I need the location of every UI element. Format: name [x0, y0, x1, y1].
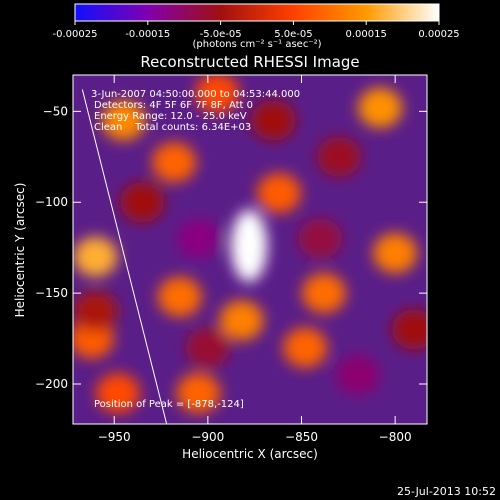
x-tick-label: −950: [98, 430, 131, 444]
colorbar-gradient: [74, 3, 440, 22]
chart-title: Reconstructed RHESSI Image: [140, 53, 359, 71]
colorbar-tick-label: 5.0e-05: [274, 29, 312, 40]
x-axis-ticks: −950 −900 −850 −800: [98, 75, 412, 444]
heatmap-blob: [283, 327, 328, 368]
heatmap-blob: [176, 373, 221, 414]
heatmap-blob: [316, 136, 361, 177]
y-tick-label: −200: [35, 377, 68, 391]
heatmap-blob: [219, 300, 264, 341]
colorbar-tick-label: -0.00025: [53, 29, 98, 40]
heatmap-blob: [101, 100, 146, 141]
y-tick-label: −150: [35, 286, 68, 300]
heatmap-blob: [73, 291, 118, 332]
plot-frame: [72, 74, 428, 425]
colorbar-unit-label: (photons cm⁻² s⁻¹ asec⁻²): [192, 39, 321, 50]
y-tick-label: −100: [35, 195, 68, 209]
colorbar: -0.00025 -0.00015 -5.0e-05 5.0e-05 0.00015 0.…: [53, 3, 460, 50]
heatmap-blob: [373, 233, 418, 274]
colorbar-tick-label: -5.0e-05: [200, 29, 242, 40]
heatmap-blob: [73, 236, 118, 277]
info-clean-counts: Clean Total counts: 6.34E+03: [94, 122, 251, 133]
heatmap-blob: [157, 276, 202, 317]
heatmap-blob: [358, 87, 403, 128]
solar-limb-line: [81, 89, 168, 424]
heatmap-blob: [257, 173, 302, 214]
footer-timestamp: 25-Jul-2013 10:52: [397, 485, 496, 498]
peak-position-label: Position of Peak = [-878,-124]: [94, 399, 244, 410]
heatmap-blobs: [73, 75, 427, 414]
y-axis-label: Heliocentric Y (arcsec): [13, 183, 27, 318]
heatmap-blob: [298, 218, 343, 259]
colorbar-ticks: -0.00025 -0.00015 -5.0e-05 5.0e-05 0.00015 0.…: [53, 21, 460, 40]
y-axis-ticks: −50 −100 −150 −200: [35, 104, 427, 391]
x-tick-label: −850: [285, 430, 318, 444]
heatmap-blob: [195, 75, 240, 114]
x-tick-label: −900: [191, 430, 224, 444]
info-detectors: Detectors: 4F 5F 6F 7F 8F, Att 0: [94, 100, 253, 111]
info-energy-range: Energy Range: 12.0 - 25.0 keV: [94, 111, 247, 122]
heatmap-blob: [301, 273, 346, 314]
colorbar-tick-label: 0.00015: [346, 29, 387, 40]
colorbar-tick-label: -0.00015: [125, 29, 170, 40]
heatmap-blob: [185, 327, 230, 368]
info-time-range: 3-Jun-2007 04:50:00.000 to 04:53:44.000: [91, 89, 300, 100]
heatmap-blob: [231, 209, 268, 282]
heatmap-blob: [391, 309, 427, 350]
observation-info: 3-Jun-2007 04:50:00.000 to 04:53:44.000 …: [91, 89, 300, 410]
y-tick-label: −50: [43, 104, 68, 118]
colorbar-tick-label: 0.00025: [418, 29, 459, 40]
heatmap-area: [73, 75, 427, 424]
heatmap-blob: [176, 218, 221, 259]
heatmap-blob: [95, 373, 140, 414]
heatmap-blob: [120, 182, 165, 223]
x-tick-label: −800: [379, 430, 412, 444]
x-axis-label: Heliocentric X (arcsec): [182, 447, 318, 461]
heatmap-blob: [152, 142, 197, 183]
heatmap-blob: [335, 354, 380, 395]
heatmap-blob: [251, 100, 296, 141]
